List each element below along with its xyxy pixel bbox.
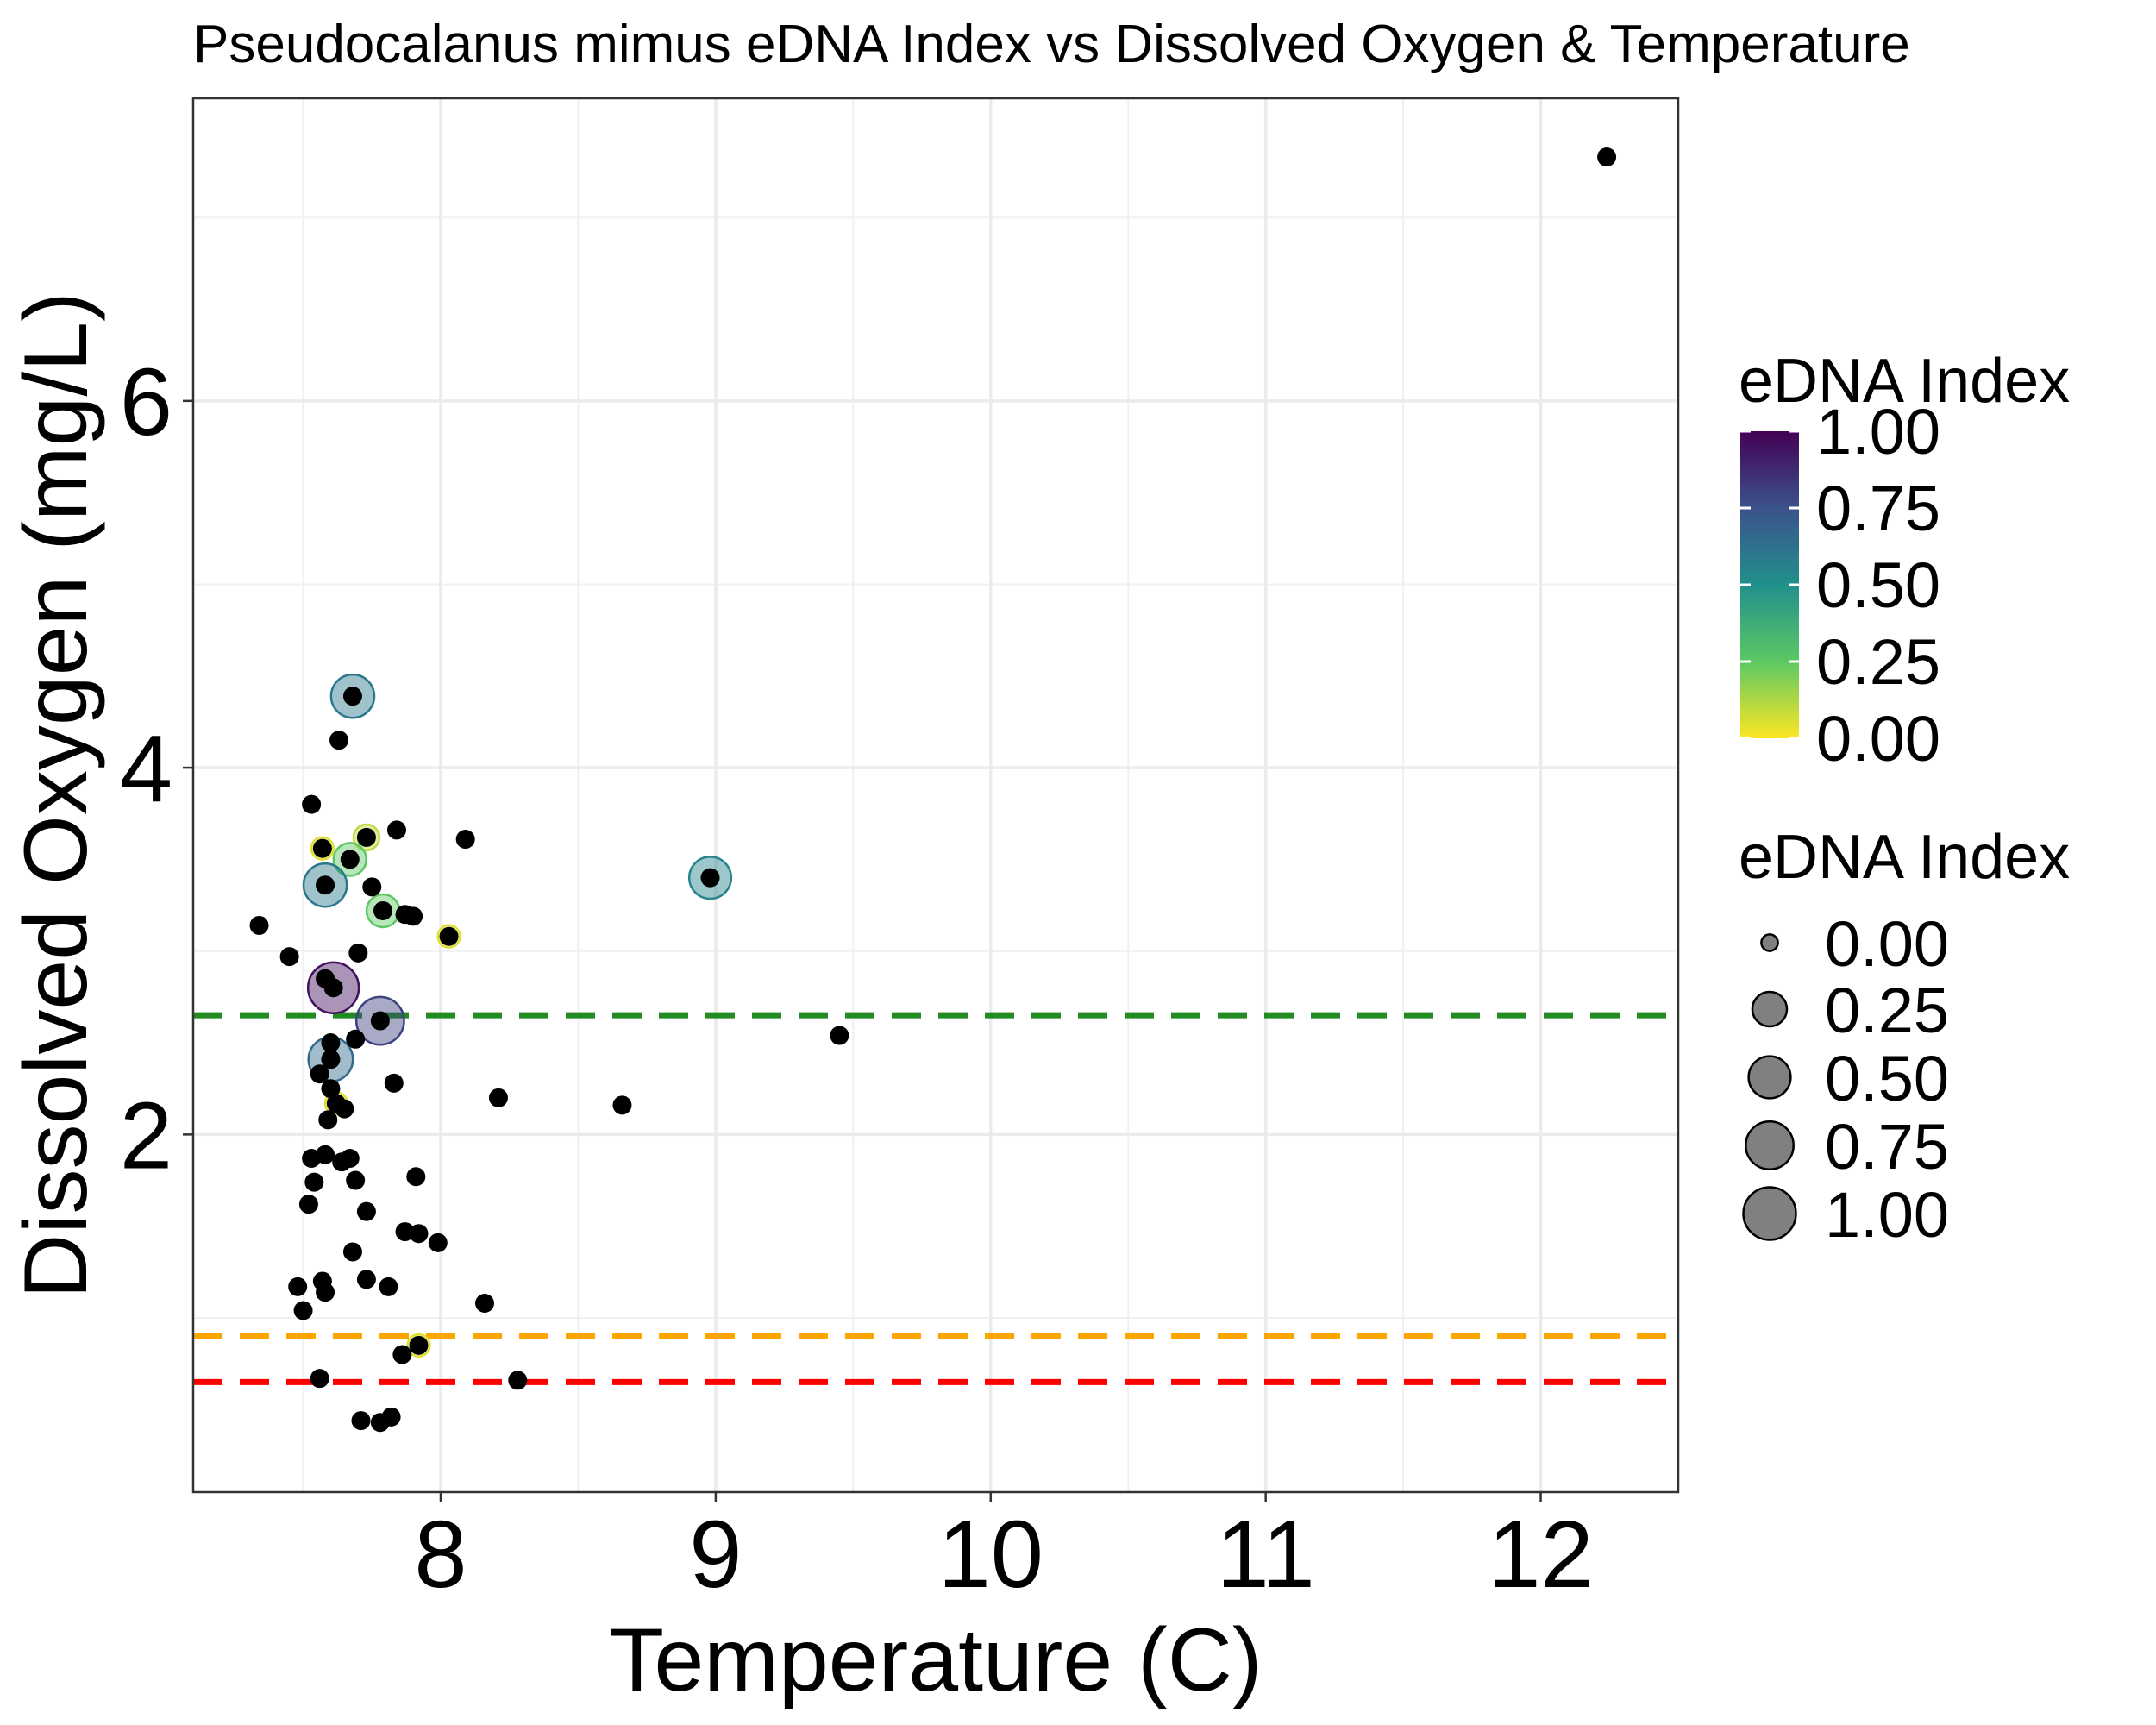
- observation-point: [612, 1095, 632, 1115]
- observation-point: [310, 1064, 329, 1084]
- color-legend-label: 1.00: [1816, 396, 1940, 467]
- x-axis-title: Temperature (C): [609, 1610, 1262, 1710]
- observation-point: [409, 1335, 429, 1355]
- observation-point: [404, 906, 423, 926]
- observation-point: [406, 1167, 426, 1187]
- observation-point: [370, 1011, 390, 1031]
- observation-point: [318, 1110, 338, 1130]
- observation-point: [279, 947, 299, 967]
- major-gridlines: [193, 98, 1678, 1492]
- observation-point: [329, 731, 349, 750]
- observation-point: [321, 1050, 341, 1070]
- observation-point: [332, 1152, 352, 1172]
- observation-point: [384, 1073, 404, 1093]
- data-points: [249, 147, 1617, 1433]
- observation-point: [302, 1149, 322, 1169]
- color-legend-label: 0.50: [1816, 549, 1940, 621]
- observation-point: [302, 794, 322, 814]
- y-tick-label: 4: [120, 716, 172, 822]
- observation-point: [335, 1099, 354, 1119]
- observation-point: [342, 687, 362, 706]
- x-tick-label: 8: [414, 1502, 467, 1608]
- size-legend-key: [1742, 1186, 1797, 1241]
- reference-lines: [193, 1012, 1678, 1385]
- observation-point: [386, 820, 406, 840]
- plot-panel: [191, 97, 1680, 1494]
- observation-point: [304, 1172, 324, 1192]
- color-legend-label: 0.25: [1816, 626, 1940, 698]
- y-tick-label: 6: [120, 349, 172, 455]
- observation-point: [455, 830, 475, 850]
- observation-point: [316, 1283, 335, 1302]
- color-legend-label: 0.00: [1816, 703, 1940, 775]
- color-legend: eDNA Index 1.000.750.500.250.00: [1739, 347, 2070, 775]
- size-legend-title: eDNA Index: [1739, 823, 2070, 892]
- observation-point: [356, 1270, 376, 1289]
- observation-point: [316, 875, 335, 895]
- observation-point: [700, 868, 720, 888]
- observation-point: [439, 926, 459, 946]
- size-legend-label: 0.00: [1825, 908, 1949, 980]
- size-legend-key: [1747, 1055, 1792, 1100]
- observation-point: [356, 1201, 376, 1221]
- observation-point: [488, 1088, 508, 1107]
- observation-point: [342, 1242, 362, 1262]
- size-legend-key: [1751, 990, 1789, 1028]
- observation-point: [293, 1301, 313, 1320]
- plot-border: [191, 97, 1680, 1494]
- observation-point: [288, 1276, 308, 1296]
- observation-point: [379, 1276, 398, 1296]
- y-axis-title: Dissolved Oxygen (mg/L): [6, 292, 106, 1299]
- observation-point: [428, 1233, 448, 1252]
- observation-point: [348, 943, 368, 963]
- color-legend-title: eDNA Index: [1739, 347, 2070, 416]
- observation-point: [316, 969, 335, 988]
- observation-point: [249, 915, 269, 935]
- observation-point: [321, 1033, 341, 1053]
- size-legend-key: [1760, 933, 1779, 952]
- observation-point: [346, 1029, 366, 1049]
- y-axis-ticks: 2 4 6: [120, 349, 193, 1189]
- x-axis-ticks: 8 9 10 11 12: [414, 1492, 1594, 1608]
- observation-point: [830, 1026, 849, 1045]
- observation-point-layer: [249, 147, 1617, 1433]
- observation-point: [340, 850, 360, 869]
- chart-title: Pseudocalanus mimus eDNA Index vs Dissol…: [193, 15, 1910, 74]
- x-tick-label: 12: [1488, 1502, 1593, 1608]
- observation-point: [356, 827, 376, 847]
- size-legend-label: 0.25: [1825, 975, 1949, 1046]
- x-tick-label: 10: [938, 1502, 1044, 1608]
- observation-point: [508, 1371, 528, 1390]
- observation-point: [475, 1293, 495, 1313]
- size-legend-key: [1745, 1120, 1795, 1170]
- y-tick-label: 2: [120, 1082, 172, 1189]
- x-tick-label: 9: [689, 1502, 742, 1608]
- observation-point: [351, 1411, 371, 1431]
- size-legend-label: 0.75: [1825, 1111, 1949, 1182]
- observation-point: [346, 1170, 366, 1190]
- observation-point: [310, 1369, 329, 1389]
- observation-point: [370, 1413, 390, 1433]
- observation-point: [312, 838, 332, 858]
- x-tick-label: 11: [1217, 1502, 1315, 1608]
- size-legend-label: 0.50: [1825, 1043, 1949, 1114]
- observation-point: [362, 877, 382, 897]
- color-legend-label: 0.75: [1816, 473, 1940, 544]
- observation-point: [392, 1345, 412, 1364]
- size-legend-label: 1.00: [1825, 1179, 1949, 1251]
- observation-point: [298, 1195, 318, 1214]
- observation-point: [373, 900, 393, 920]
- observation-point: [321, 1079, 341, 1099]
- size-legend: eDNA Index 0.000.250.500.751.00: [1739, 823, 2070, 1251]
- plot-background: [193, 98, 1678, 1492]
- observation-point: [1597, 147, 1617, 167]
- observation-point: [409, 1224, 429, 1244]
